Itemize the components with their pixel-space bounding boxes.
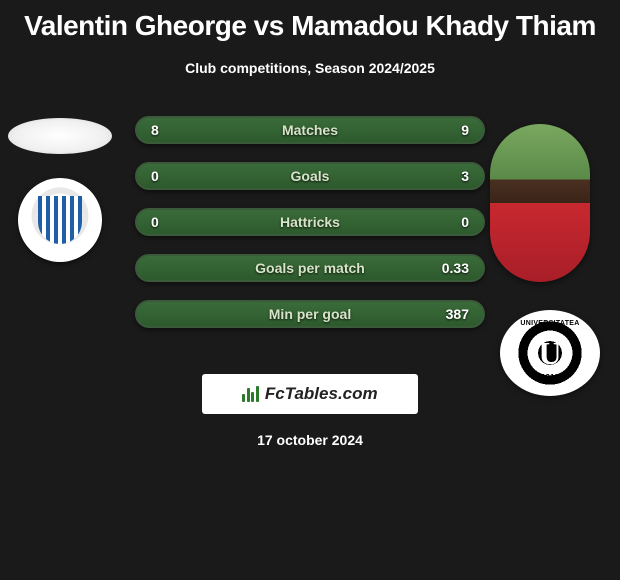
comparison-subtitle: Club competitions, Season 2024/2025 xyxy=(0,60,620,76)
stat-right-value: 387 xyxy=(429,306,469,322)
brand-badge: FcTables.com xyxy=(202,374,418,414)
stat-row: Goals per match 0.33 xyxy=(135,254,485,282)
stat-row: 0 Hattricks 0 xyxy=(135,208,485,236)
stats-container: 8 Matches 9 0 Goals 3 0 Hattricks 0 Goal… xyxy=(0,116,620,328)
stat-left-value: 8 xyxy=(151,122,191,138)
stat-left-value: 0 xyxy=(151,168,191,184)
stat-row: 0 Goals 3 xyxy=(135,162,485,190)
brand-text: FcTables.com xyxy=(265,384,378,404)
stat-right-value: 0.33 xyxy=(429,260,469,276)
bar-chart-icon xyxy=(242,386,259,402)
stat-right-value: 9 xyxy=(429,122,469,138)
club-right-badge-letter: U xyxy=(538,335,561,372)
stat-row: Min per goal 387 xyxy=(135,300,485,328)
stat-right-value: 3 xyxy=(429,168,469,184)
club-right-badge-year: 1919 xyxy=(541,373,559,382)
comparison-title: Valentin Gheorge vs Mamadou Khady Thiam xyxy=(0,0,620,42)
stat-left-value: 0 xyxy=(151,214,191,230)
stat-right-value: 0 xyxy=(429,214,469,230)
stat-row: 8 Matches 9 xyxy=(135,116,485,144)
date-text: 17 october 2024 xyxy=(0,432,620,448)
